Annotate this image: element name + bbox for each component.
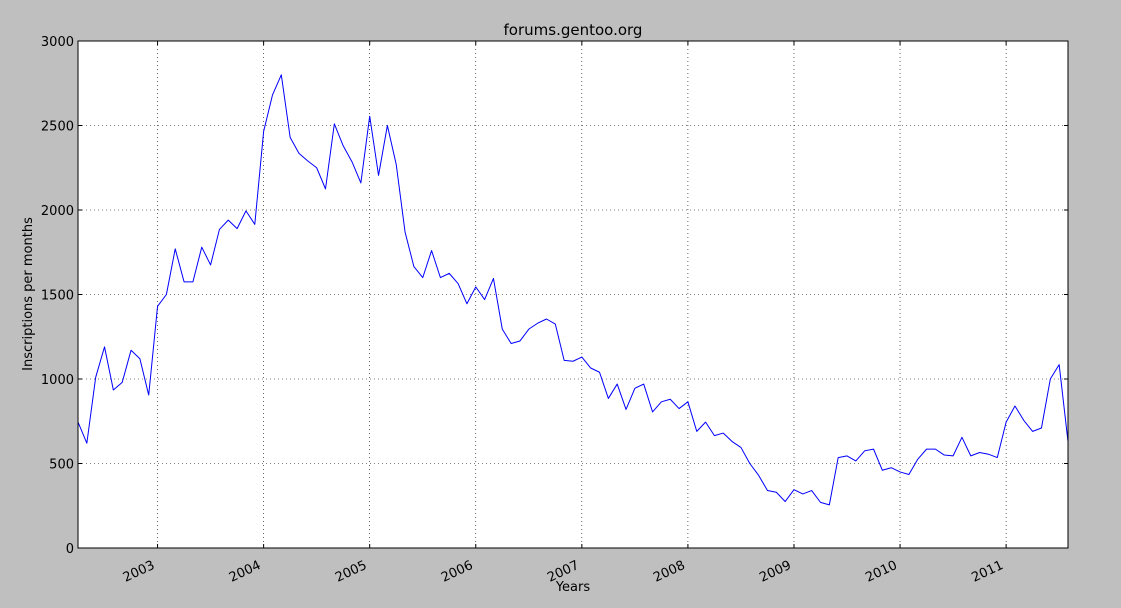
y-tick-label: 1000: [41, 373, 74, 388]
series-line-0: [77, 74, 1069, 506]
y-tick-label: 2000: [41, 204, 74, 219]
y-tick-label: 2500: [41, 120, 74, 135]
y-axis-label: Inscriptions per months: [21, 217, 36, 371]
x-tick-label: 2006: [439, 558, 475, 586]
grid: [78, 41, 1068, 548]
y-tick-label: 1500: [41, 289, 74, 304]
y-tick-label: 500: [49, 458, 74, 473]
x-axis-label: Years: [555, 580, 591, 595]
x-tick-label: 2005: [333, 558, 369, 586]
y-axis: 0 500 1000 1500 2000 2500 3000: [41, 35, 1068, 557]
y-tick-label: 0: [66, 542, 74, 557]
x-tick-label: 2011: [969, 558, 1005, 586]
chart-title: forums.gentoo.org: [504, 21, 643, 39]
x-tick-label: 2008: [651, 558, 687, 586]
x-tick-label: 2004: [227, 558, 263, 586]
plot-frame: [77, 40, 1069, 549]
x-tick-label: 2003: [121, 558, 157, 586]
series-group: [77, 74, 1069, 506]
y-tick-label: 3000: [41, 35, 74, 50]
x-tick-label: 2010: [863, 558, 899, 586]
x-tick-label: 2009: [757, 558, 793, 586]
